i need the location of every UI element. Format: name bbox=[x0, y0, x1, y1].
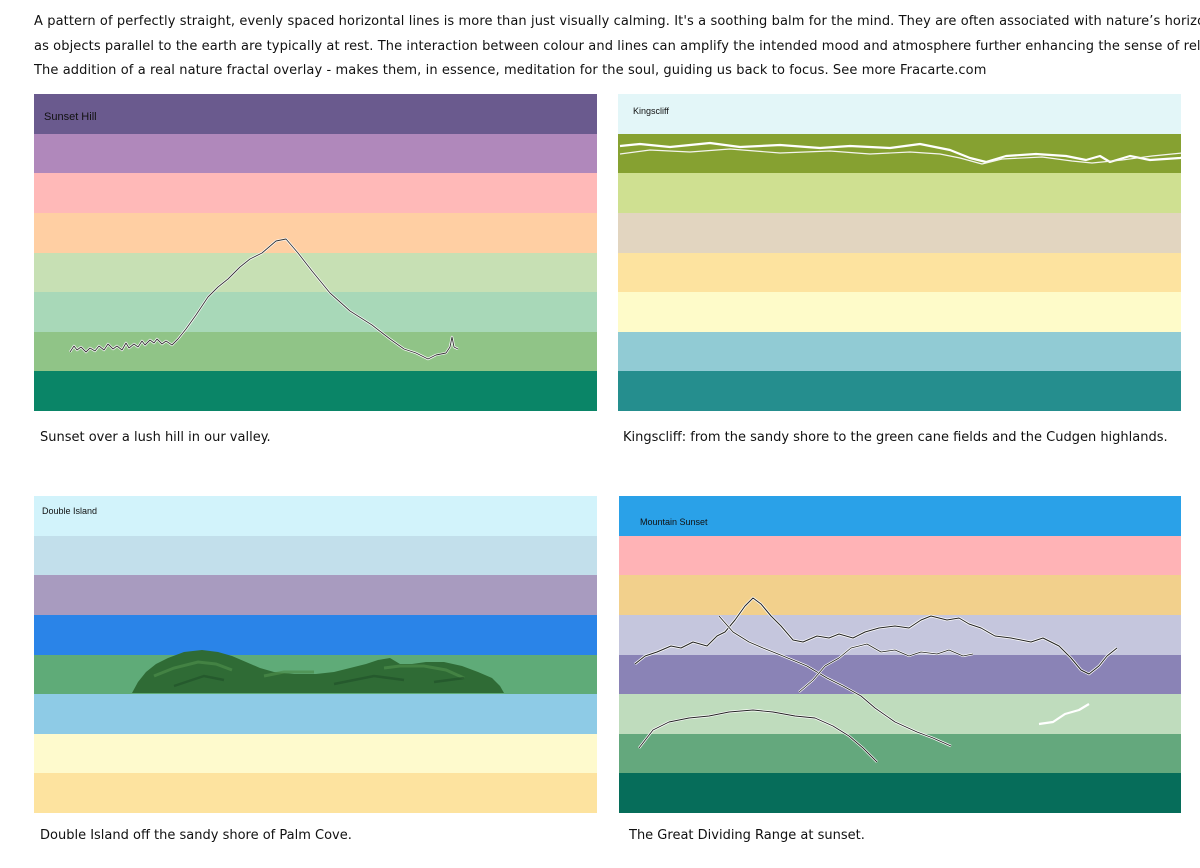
color-band bbox=[34, 536, 597, 575]
double-island-panel: Double Island bbox=[34, 496, 597, 813]
hill-fractal-overlay bbox=[69, 237, 459, 361]
color-band bbox=[34, 213, 597, 253]
intro-line-1: A pattern of perfectly straight, evenly … bbox=[34, 14, 1200, 29]
color-band bbox=[618, 371, 1181, 411]
color-band bbox=[34, 292, 597, 332]
color-band bbox=[34, 615, 597, 655]
color-band bbox=[619, 615, 1181, 655]
color-band bbox=[34, 253, 597, 292]
color-band bbox=[34, 134, 597, 173]
color-band bbox=[34, 94, 597, 134]
color-band bbox=[618, 292, 1181, 332]
color-band bbox=[618, 173, 1181, 213]
panel-title: Double Island bbox=[42, 506, 98, 516]
sunset-hill-caption: Sunset over a lush hill in our valley. bbox=[40, 430, 271, 445]
kingscliff-caption: Kingscliff: from the sandy shore to the … bbox=[623, 430, 1168, 445]
double-island-overlay bbox=[132, 650, 504, 693]
color-band bbox=[34, 694, 597, 734]
color-band bbox=[34, 496, 597, 536]
kingscliff-panel: Kingscliff bbox=[618, 94, 1181, 411]
intro-line-3: The addition of a real nature fractal ov… bbox=[34, 63, 987, 78]
color-band bbox=[34, 575, 597, 615]
mountain-sunset-panel: Mountain Sunset bbox=[619, 496, 1181, 813]
color-band bbox=[34, 332, 597, 371]
color-band bbox=[619, 694, 1181, 734]
color-band bbox=[34, 371, 597, 411]
color-band bbox=[618, 94, 1181, 134]
panel-title: Sunset Hill bbox=[44, 111, 97, 123]
color-band bbox=[34, 173, 597, 213]
color-band bbox=[34, 734, 597, 773]
color-band bbox=[619, 496, 1181, 536]
color-band bbox=[618, 253, 1181, 292]
mountain-sunset-caption: The Great Dividing Range at sunset. bbox=[629, 828, 865, 843]
intro-line-2: as objects parallel to the earth are typ… bbox=[34, 39, 1200, 54]
panel-title: Mountain Sunset bbox=[640, 517, 708, 527]
color-band bbox=[619, 536, 1181, 575]
color-band bbox=[34, 773, 597, 813]
sunset-hill-panel: Sunset Hill bbox=[34, 94, 597, 411]
color-band bbox=[618, 332, 1181, 371]
cudgen-highlands-overlay bbox=[619, 141, 1181, 165]
color-band bbox=[619, 734, 1181, 773]
double-island-caption: Double Island off the sandy shore of Pal… bbox=[40, 828, 352, 843]
panel-title: Kingscliff bbox=[633, 106, 669, 116]
mountain-range-overlay bbox=[634, 596, 1118, 763]
color-band bbox=[618, 134, 1181, 173]
color-band bbox=[619, 773, 1181, 813]
color-band bbox=[619, 575, 1181, 615]
color-band bbox=[618, 213, 1181, 253]
